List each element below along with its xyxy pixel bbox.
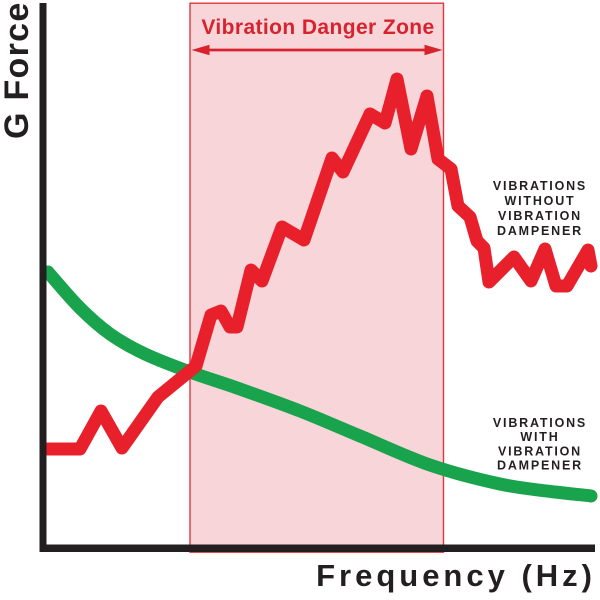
svg-text:VIBRATIONS: VIBRATIONS [493, 179, 587, 193]
svg-text:VIBRATIONS: VIBRATIONS [493, 416, 587, 430]
svg-text:DAMPENER: DAMPENER [497, 224, 583, 238]
svg-text:WITHOUT: WITHOUT [505, 194, 576, 208]
svg-text:VIBRATION: VIBRATION [498, 444, 582, 458]
svg-text:VIBRATION: VIBRATION [498, 209, 582, 223]
svg-text:Vibration Danger Zone: Vibration Danger Zone [201, 16, 434, 39]
svg-text:Frequency (Hz): Frequency (Hz) [316, 558, 596, 593]
svg-text:WITH: WITH [520, 430, 559, 444]
svg-text:DAMPENER: DAMPENER [497, 459, 583, 473]
svg-text:G Force: G Force [0, 1, 36, 139]
